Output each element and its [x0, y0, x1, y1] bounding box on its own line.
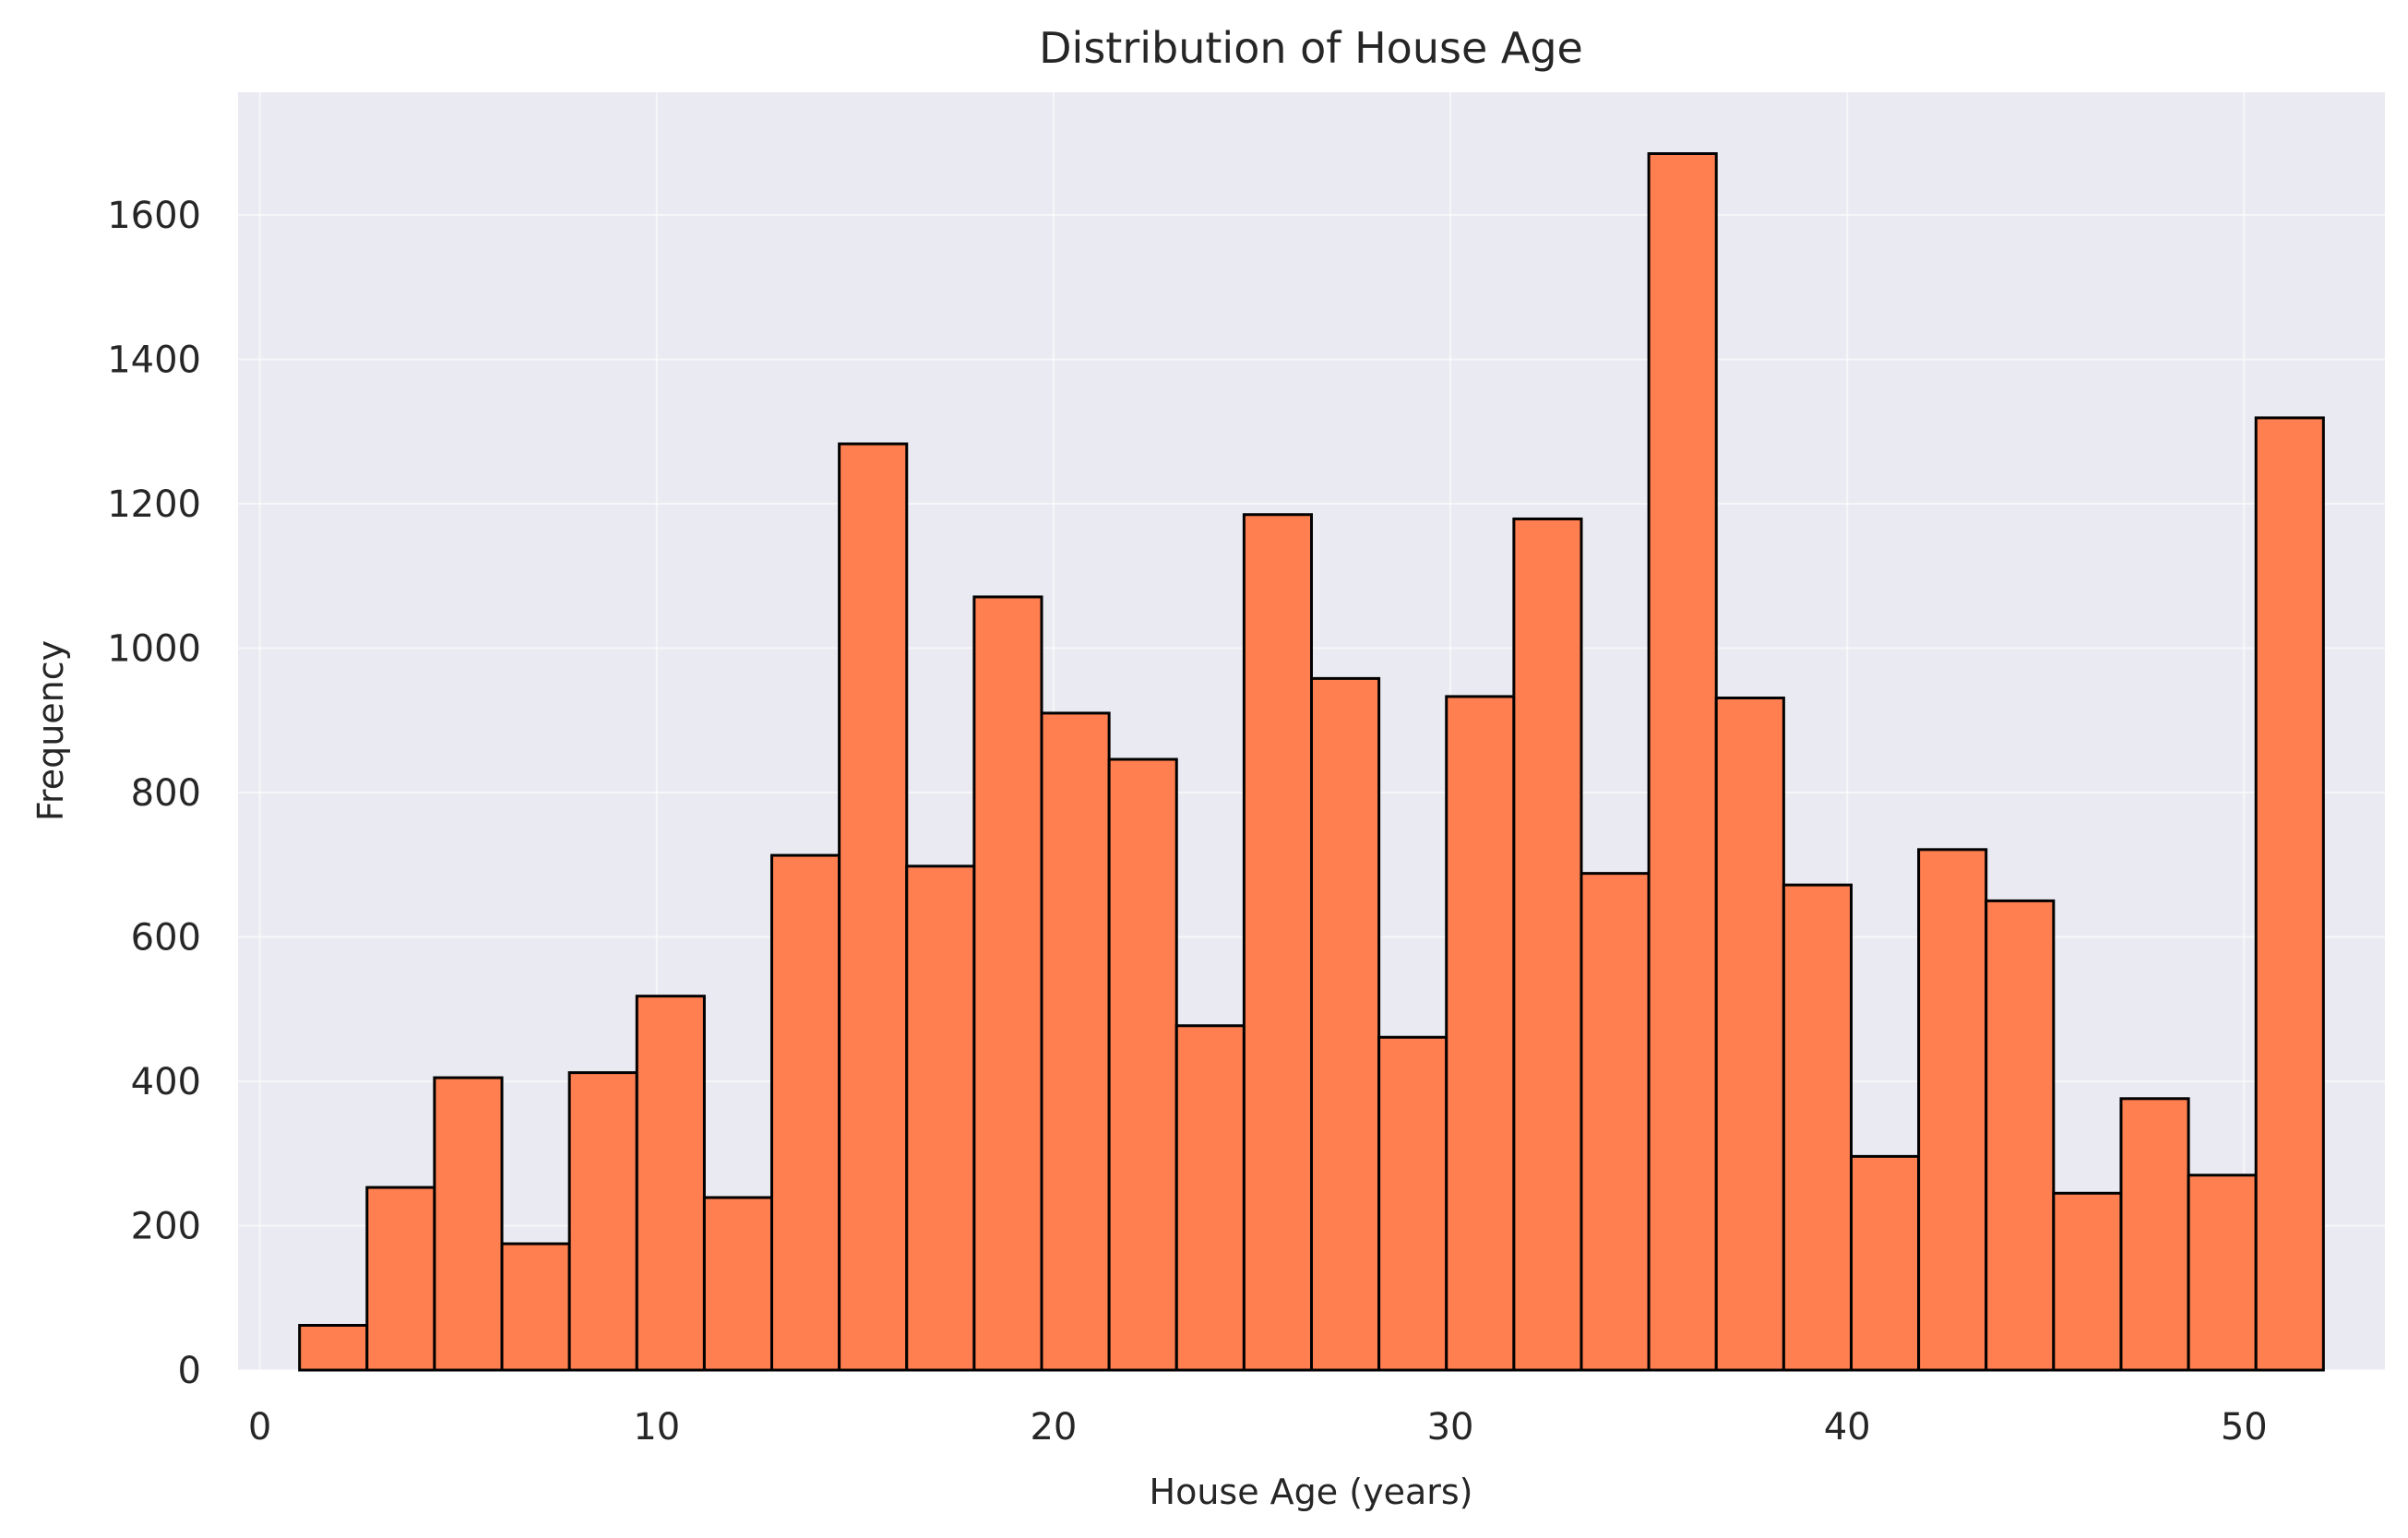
histogram-bar — [2254, 416, 2325, 1372]
histogram-bar — [1377, 1035, 1448, 1372]
histogram-bar — [2119, 1097, 2190, 1372]
x-tick-label: 10 — [633, 1406, 680, 1449]
y-axis-label: Frequency — [30, 640, 71, 821]
y-tick-label: 800 — [131, 772, 201, 815]
histogram-bar — [905, 864, 976, 1372]
y-tick-label: 1000 — [107, 628, 201, 671]
x-tick-label: 0 — [248, 1406, 271, 1449]
y-tick-label: 1400 — [107, 340, 201, 382]
x-axis-label: House Age (years) — [1150, 1472, 1473, 1512]
y-tick-label: 400 — [131, 1061, 201, 1103]
histogram-bar — [838, 442, 909, 1372]
y-tick-label: 1600 — [107, 195, 201, 237]
y-tick-label: 200 — [131, 1206, 201, 1248]
x-tick-label: 20 — [1030, 1406, 1077, 1449]
histogram-bar — [1647, 152, 1718, 1372]
histogram-bar — [1242, 513, 1314, 1372]
y-tick-label: 0 — [178, 1350, 201, 1392]
histogram-bar — [770, 853, 841, 1372]
y-tick-label: 600 — [131, 917, 201, 960]
histogram-bar — [1580, 872, 1651, 1372]
histogram-bar — [1174, 1024, 1246, 1372]
histogram-bar — [1917, 848, 1988, 1372]
histogram-bar — [567, 1071, 638, 1372]
histogram-bar — [433, 1076, 504, 1372]
histogram-bar — [1107, 757, 1178, 1372]
histogram-bar — [1512, 517, 1583, 1372]
histogram-bar — [635, 995, 706, 1372]
y-tick-label: 1200 — [107, 483, 201, 526]
histogram-bar — [1849, 1154, 1921, 1372]
y-axis-ticks: 0 200 400 600 800 1000 1200 1400 1600 — [107, 195, 201, 1392]
histogram-bar — [1040, 711, 1111, 1372]
histogram-bar — [500, 1242, 571, 1372]
histogram-bar — [365, 1186, 436, 1372]
x-tick-label: 40 — [1824, 1406, 1871, 1449]
chart-title: Distribution of House Age — [1039, 23, 1583, 73]
histogram-bar — [2187, 1174, 2258, 1372]
histogram-bar — [298, 1323, 369, 1372]
histogram-bar — [1714, 697, 1785, 1372]
bars — [298, 152, 2325, 1372]
histogram-bar — [2052, 1191, 2123, 1372]
histogram-bar — [1310, 676, 1381, 1372]
x-tick-label: 30 — [1427, 1406, 1474, 1449]
histogram-bar — [1985, 899, 2056, 1372]
histogram-bar — [1782, 883, 1853, 1372]
x-tick-label: 50 — [2221, 1406, 2268, 1449]
x-axis-ticks: 0 10 20 30 40 50 — [248, 1406, 2268, 1449]
histogram-bar — [702, 1196, 774, 1372]
histogram-bar — [972, 595, 1043, 1372]
histogram-bar — [1445, 695, 1516, 1372]
